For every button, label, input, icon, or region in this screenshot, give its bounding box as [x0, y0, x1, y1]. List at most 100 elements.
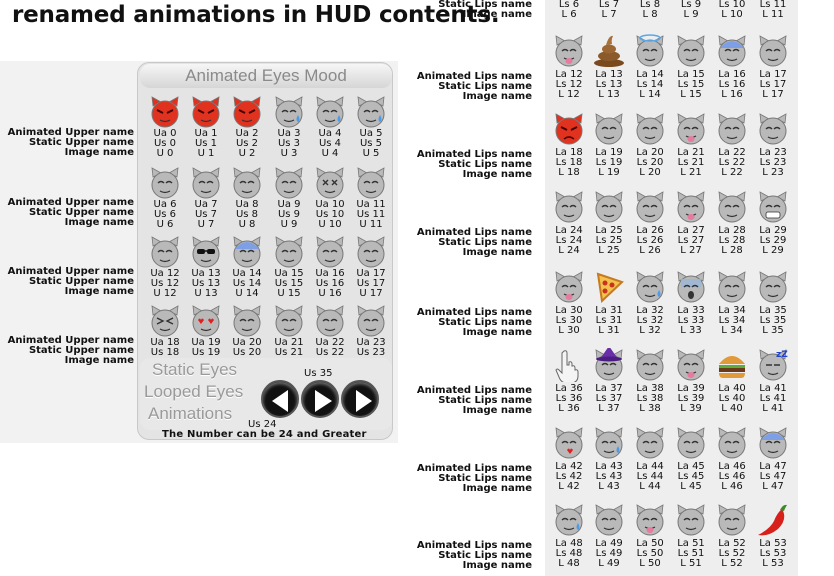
lip-cell[interactable]: La 20 Ls 20 L 20 [631, 112, 669, 178]
lip-cell[interactable]: La 29 Ls 29 L 29 [754, 190, 792, 256]
lip-l-label: L 40 [721, 403, 743, 414]
previous-button[interactable] [261, 380, 299, 418]
lip-cell[interactable]: La 38 Ls 38 L 38 [631, 348, 669, 414]
lip-la-label: La 46 [718, 461, 746, 472]
lip-cell[interactable]: La 37 Ls 37 L 37 [590, 346, 628, 414]
eye-cell[interactable]: Ua 14 Us 14 U 14 [228, 235, 266, 299]
next-button[interactable] [341, 380, 379, 418]
lip-cell[interactable]: La 18 Ls 18 L 18 [550, 112, 588, 178]
lip-cell[interactable]: La 16 Ls 16 L 16 [713, 34, 751, 100]
lip-ls-label: Ls 34 [718, 315, 746, 326]
eye-us-label: Us 5 [359, 138, 383, 149]
lip-cell[interactable]: La 23 Ls 23 L 23 [754, 112, 792, 178]
lip-cell[interactable]: La 31 Ls 31 L 31 [590, 270, 628, 336]
lip-cell[interactable]: La 24 Ls 24 L 24 [550, 190, 588, 256]
eye-us-label: Us 2 [235, 138, 259, 149]
row-label: Static Lips name [438, 550, 532, 561]
eye-ua-label: Ua 20 [232, 337, 262, 348]
eye-cell[interactable]: Ua 10 Us 10 U 10 [311, 166, 349, 230]
eye-cell[interactable]: Ua 16 Us 16 U 16 [311, 235, 349, 299]
lip-cell[interactable]: La 50 Ls 50 L 50 [631, 503, 669, 569]
lip-cell[interactable]: La 35 Ls 35 L 35 [754, 270, 792, 336]
lip-cell[interactable]: La 45 Ls 45 L 45 [672, 426, 710, 492]
lip-cell[interactable]: La 19 Ls 19 L 19 [590, 112, 628, 178]
play-button[interactable] [301, 380, 339, 418]
lip-cell[interactable]: La 33 Ls 33 L 33 [672, 270, 710, 336]
lip-cell[interactable]: La 34 Ls 34 L 34 [713, 270, 751, 336]
lip-cell[interactable]: La 26 Ls 26 L 26 [631, 190, 669, 256]
lip-cell[interactable]: La 13 Ls 13 L 13 [590, 34, 628, 100]
lip-cell[interactable]: La 47 Ls 47 L 47 [754, 426, 792, 492]
row-label: Image name [64, 217, 134, 228]
lip-l-label: L 38 [639, 403, 661, 414]
grey-cat-icon [354, 166, 388, 200]
lip-partial-label: L 8 [642, 9, 658, 20]
grey-cat-icon [633, 348, 667, 382]
lip-cell[interactable]: La 51 Ls 51 L 51 [672, 503, 710, 569]
row-label: Animated Lips name [416, 307, 532, 318]
lip-cell[interactable]: La 43 Ls 43 L 43 [590, 426, 628, 492]
lip-cell[interactable]: La 30 Ls 30 L 30 [550, 270, 588, 336]
lip-cell[interactable]: La 17 Ls 17 L 17 [754, 34, 792, 100]
eye-ua-label: Ua 12 [150, 268, 180, 279]
lip-ls-label: Ls 35 [759, 315, 787, 326]
lip-cell[interactable]: La 46 Ls 46 L 46 [713, 426, 751, 492]
grey-cat-icon [674, 426, 708, 460]
lip-cell[interactable]: La 44 Ls 44 L 44 [631, 426, 669, 492]
lip-cell[interactable]: La 14 Ls 14 L 14 [631, 34, 669, 100]
eye-cell[interactable]: Ua 12 Us 12 U 12 [146, 235, 184, 299]
eye-cell[interactable]: Ua 17 Us 17 U 17 [352, 235, 390, 299]
lip-cell[interactable]: La 48 Ls 48 L 48 [550, 503, 588, 569]
eye-u-label: U 0 [156, 148, 174, 159]
lip-cell[interactable]: La 15 Ls 15 L 15 [672, 34, 710, 100]
eye-cell[interactable]: Ua 11 Us 11 U 11 [352, 166, 390, 230]
lip-cell[interactable]: La 36 Ls 36 L 36 [550, 348, 588, 414]
lip-cell[interactable]: La 53 Ls 53 L 53 [754, 503, 792, 569]
lip-cell[interactable]: La 12 Ls 12 L 12 [550, 34, 588, 100]
lip-cell[interactable]: La 22 Ls 22 L 22 [713, 112, 751, 178]
eyes-panel-title: Animated Eyes Mood [140, 64, 392, 88]
lip-ls-label: Ls 14 [636, 79, 664, 90]
lip-cell[interactable]: La 52 Ls 52 L 52 [713, 503, 751, 569]
grey-cat-icon [674, 34, 708, 68]
lip-cell[interactable]: La 21 Ls 21 L 21 [672, 112, 710, 178]
lip-cell[interactable]: La 39 Ls 39 L 39 [672, 348, 710, 414]
lip-cell[interactable]: La 32 Ls 32 L 32 [631, 270, 669, 336]
play-icon [315, 390, 332, 412]
lip-l-label: L 36 [558, 403, 580, 414]
grey-cat-icon [230, 304, 264, 338]
lip-cell[interactable]: La 25 Ls 25 L 25 [590, 190, 628, 256]
lip-partial-label: L 10 [721, 9, 743, 20]
lip-ls-label: Ls 25 [595, 235, 623, 246]
lip-cell[interactable]: La 40 Ls 40 L 40 [713, 348, 751, 414]
lip-cell[interactable]: zZ La 41 Ls 41 L 41 [754, 348, 792, 414]
tear-cat-icon [354, 95, 388, 129]
tongue-cat-icon [674, 190, 708, 224]
lip-row-label-group: Animated Lips name Static Lips name Image … [398, 464, 532, 494]
lip-l-label: L 20 [639, 167, 661, 178]
lip-cell[interactable]: La 28 Ls 28 L 28 [713, 190, 751, 256]
lip-l-label: L 32 [639, 325, 661, 336]
eye-cell[interactable]: Ua 13 Us 13 U 13 [187, 235, 225, 299]
eye-cell[interactable]: Ua 15 Us 15 U 15 [270, 235, 308, 299]
lip-cell[interactable]: La 27 Ls 27 L 27 [672, 190, 710, 256]
lip-cell[interactable]: La 49 Ls 49 L 49 [590, 503, 628, 569]
eye-us-label: Us 21 [274, 347, 304, 358]
lip-cell[interactable]: La 42 Ls 42 L 42 [550, 426, 588, 492]
